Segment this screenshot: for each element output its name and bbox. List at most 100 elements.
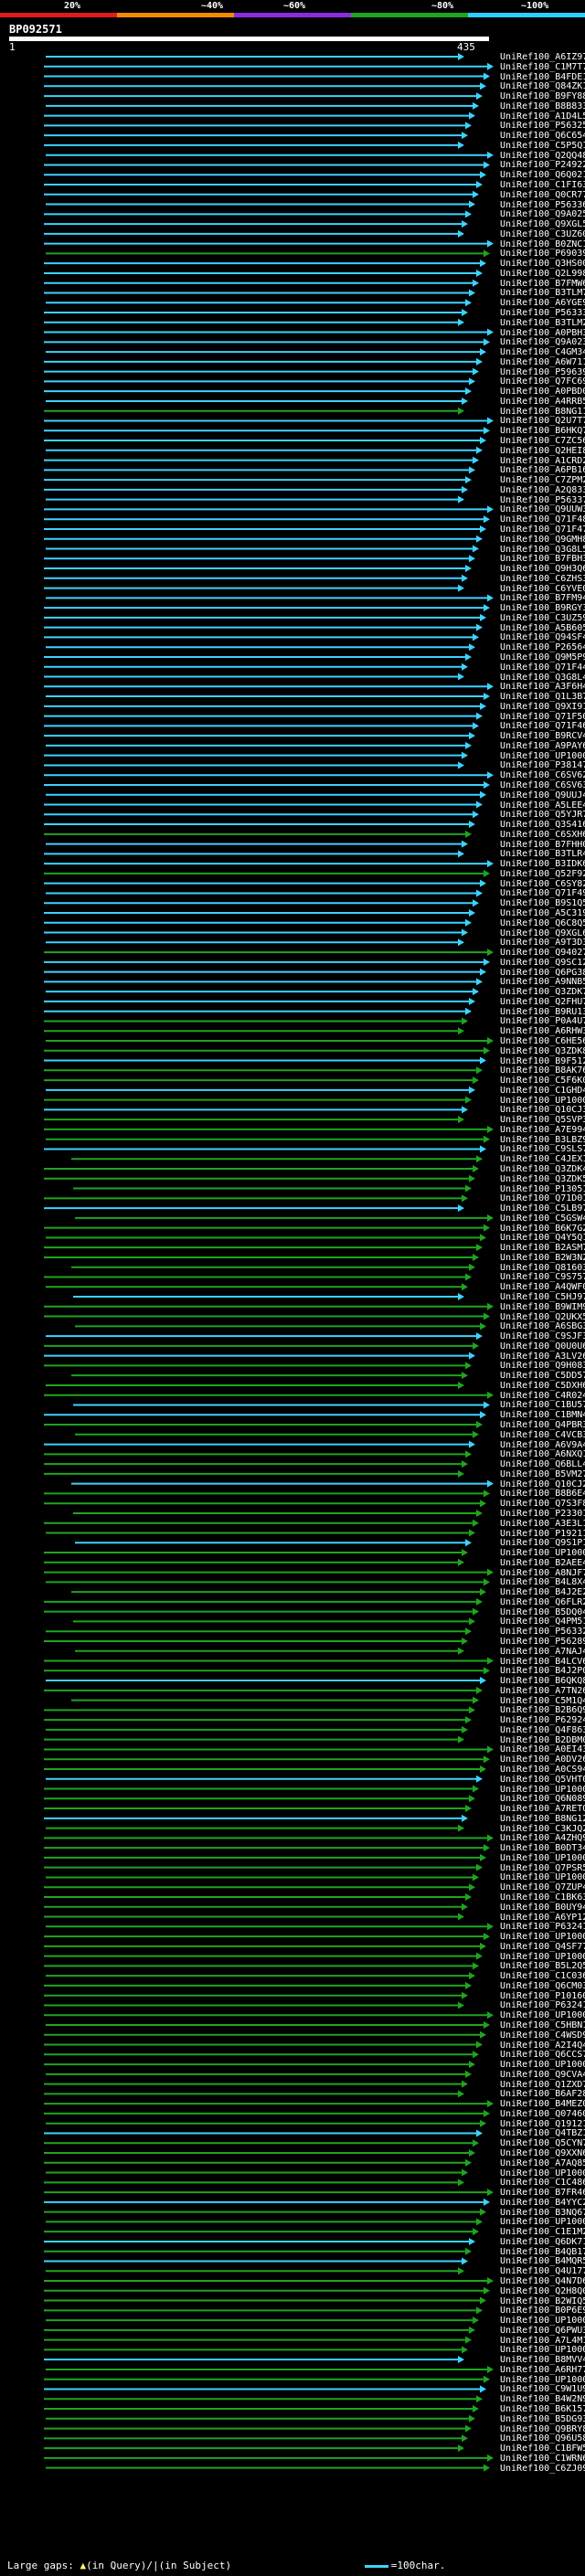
hit-label[interactable]: UniRef100_Q3G8L4	[500, 672, 585, 683]
hit-label[interactable]: UniRef100_UP1000...	[500, 1095, 585, 1106]
hit-label[interactable]: UniRef100_B4J2E2	[500, 1587, 585, 1598]
hit-label[interactable]: UniRef100_Q5CYN7	[500, 2138, 585, 2149]
hit-label[interactable]: UniRef100_B8B6E4	[500, 1489, 585, 1500]
hit-label[interactable]: UniRef100_B2B6Q9	[500, 1705, 585, 1716]
hit-label[interactable]: UniRef100_P56336	[500, 199, 585, 210]
hit-label[interactable]: UniRef100_A2I4Q4	[500, 2040, 585, 2051]
hit-label[interactable]: UniRef100_UP1000...	[500, 2168, 585, 2178]
hit-label[interactable]: UniRef100_B2ASM7	[500, 1243, 585, 1254]
hit-label[interactable]: UniRef100_Q0U0U6	[500, 1341, 585, 1352]
hit-label[interactable]: UniRef100_B7FM94	[500, 593, 585, 604]
hit-label[interactable]: UniRef100_P24922	[500, 160, 585, 171]
hit-label[interactable]: UniRef100_P69039	[500, 249, 585, 260]
hit-label[interactable]: UniRef100_A9T3D3	[500, 938, 585, 949]
hit-label[interactable]: UniRef100_Q5YJR7	[500, 810, 585, 821]
hit-label[interactable]: UniRef100_P56337	[500, 494, 585, 505]
hit-label[interactable]: UniRef100_UP1000...	[500, 1548, 585, 1559]
hit-label[interactable]: UniRef100_C4R024	[500, 1390, 585, 1401]
hit-label[interactable]: UniRef100_Q6C8Q5	[500, 917, 585, 928]
hit-label[interactable]: UniRef100_C7ZPM2	[500, 475, 585, 486]
hit-label[interactable]: UniRef100_P13051	[500, 1183, 585, 1194]
hit-label[interactable]: UniRef100_C5HBN1	[500, 2020, 585, 2030]
hit-label[interactable]: UniRef100_Q0CR77	[500, 189, 585, 200]
hit-label[interactable]: UniRef100_P63241	[500, 1922, 585, 1933]
hit-label[interactable]: UniRef100_Q2QQ48	[500, 150, 585, 161]
hit-label[interactable]: UniRef100_B4MQR5	[500, 2256, 585, 2267]
hit-label[interactable]: UniRef100_C1E1M2	[500, 2227, 585, 2238]
hit-label[interactable]: UniRef100_A0PBD0	[500, 387, 585, 398]
hit-label[interactable]: UniRef100_B9RCV4	[500, 731, 585, 742]
hit-label[interactable]: UniRef100_Q9XGL5	[500, 219, 585, 230]
hit-label[interactable]: UniRef100_A1D4L5	[500, 111, 585, 122]
hit-label[interactable]: UniRef100_Q2UKX5	[500, 1311, 585, 1322]
hit-label[interactable]: UniRef100_B6K157	[500, 2404, 585, 2415]
hit-label[interactable]: UniRef100_Q7FC69	[500, 376, 585, 387]
hit-label[interactable]: UniRef100_A1CRD2	[500, 455, 585, 466]
hit-label[interactable]: UniRef100_Q6PG38	[500, 967, 585, 978]
hit-label[interactable]: UniRef100_B0ZNC1	[500, 239, 585, 249]
hit-label[interactable]: UniRef100_UP1000...	[500, 1852, 585, 1863]
hit-label[interactable]: UniRef100_Q9GMH8	[500, 534, 585, 545]
hit-label[interactable]: UniRef100_A5C319	[500, 907, 585, 918]
hit-label[interactable]: UniRef100_C6ZHS3	[500, 573, 585, 584]
hit-label[interactable]: UniRef100_UP1000...	[500, 750, 585, 761]
hit-label[interactable]: UniRef100_Q9XI91	[500, 701, 585, 712]
hit-label[interactable]: UniRef100_B8AK76	[500, 1065, 585, 1076]
hit-label[interactable]: UniRef100_P63241-2	[500, 2000, 585, 2011]
hit-label[interactable]: UniRef100_Q3ZDK7	[500, 987, 585, 998]
hit-label[interactable]: UniRef100_Q9UUJ4	[500, 790, 585, 800]
hit-label[interactable]: UniRef100_B0DT34	[500, 1843, 585, 1854]
hit-label[interactable]: UniRef100_C3UZ60	[500, 228, 585, 239]
hit-label[interactable]: UniRef100_Q6N089	[500, 1794, 585, 1805]
hit-label[interactable]: UniRef100_UP1000...	[500, 1872, 585, 1883]
hit-label[interactable]: UniRef100_Q4PM51	[500, 1617, 585, 1627]
hit-label[interactable]: UniRef100_Q19121	[500, 2118, 585, 2129]
hit-label[interactable]: UniRef100_C5GSW4	[500, 1213, 585, 1224]
hit-label[interactable]: UniRef100_Q6DK71	[500, 2236, 585, 2247]
hit-label[interactable]: UniRef100_A7L4M1	[500, 2335, 585, 2346]
hit-label[interactable]: UniRef100_C9SJF3	[500, 1331, 585, 1342]
hit-label[interactable]: UniRef100_Q71F48	[500, 514, 585, 525]
hit-label[interactable]: UniRef100_Q71D01	[500, 1193, 585, 1204]
hit-label[interactable]: UniRef100_C6ZJ09	[500, 2463, 585, 2474]
hit-label[interactable]: UniRef100_Q2L998	[500, 268, 585, 279]
hit-label[interactable]: UniRef100_Q10CJ2	[500, 1479, 585, 1489]
hit-label[interactable]: UniRef100_A6SBG3	[500, 1321, 585, 1332]
hit-label[interactable]: UniRef100_Q4Y5Q1	[500, 1233, 585, 1244]
hit-label[interactable]: UniRef100_C6SV63	[500, 779, 585, 790]
hit-label[interactable]: UniRef100_B4QB17	[500, 2246, 585, 2257]
hit-label[interactable]: UniRef100_A3F6H4	[500, 682, 585, 693]
hit-label[interactable]: UniRef100_Q3HS00	[500, 259, 585, 270]
hit-label[interactable]: UniRef100_B4FDE1	[500, 71, 585, 82]
hit-label[interactable]: UniRef100_Q6BLL4	[500, 1459, 585, 1470]
hit-label[interactable]: UniRef100_C3KJQ2	[500, 1823, 585, 1834]
hit-label[interactable]: UniRef100_B8NG12	[500, 1813, 585, 1824]
hit-label[interactable]: UniRef100_B9RU13	[500, 1006, 585, 1017]
hit-label[interactable]: UniRef100_A5B605	[500, 622, 585, 633]
hit-label[interactable]: UniRef100_Q7ZUP4	[500, 1882, 585, 1893]
hit-label[interactable]: UniRef100_Q2FHU7	[500, 996, 585, 1007]
hit-label[interactable]: UniRef100_Q10CJ3	[500, 1105, 585, 1116]
hit-label[interactable]: UniRef100_Q84ZK1	[500, 81, 585, 92]
hit-label[interactable]: UniRef100_UP1000...	[500, 2345, 585, 2356]
hit-label[interactable]: UniRef100_Q3G8L5	[500, 544, 585, 555]
hit-label[interactable]: UniRef100_B2W3N2	[500, 1252, 585, 1263]
hit-label[interactable]: UniRef100_B7FBH3	[500, 554, 585, 565]
hit-label[interactable]: UniRef100_B8B833	[500, 101, 585, 111]
hit-label[interactable]: UniRef100_C1C486	[500, 2178, 585, 2189]
hit-label[interactable]: UniRef100_A6IZ97	[500, 52, 585, 62]
hit-label[interactable]: UniRef100_A6V9A4	[500, 1439, 585, 1450]
hit-label[interactable]: UniRef100_B3TLM2	[500, 317, 585, 328]
hit-label[interactable]: UniRef100_B3TLR4	[500, 849, 585, 860]
hit-label[interactable]: UniRef100_Q6Q021	[500, 170, 585, 181]
hit-label[interactable]: UniRef100_Q9H3Q6	[500, 564, 585, 575]
hit-label[interactable]: UniRef100_A4ZHQ9	[500, 1833, 585, 1844]
hit-label[interactable]: UniRef100_Q2U7T7	[500, 416, 585, 427]
hit-label[interactable]: UniRef100_Q1ZXD7	[500, 2079, 585, 2090]
hit-label[interactable]: UniRef100_C4GM34	[500, 347, 585, 358]
hit-label[interactable]: UniRef100_C6SV62	[500, 770, 585, 781]
hit-label[interactable]: UniRef100_Q96U58	[500, 2433, 585, 2444]
hit-label[interactable]: UniRef100_Q9M5P9	[500, 652, 585, 663]
hit-label[interactable]: UniRef100_P38147	[500, 760, 585, 771]
hit-label[interactable]: UniRef100_B9WIM9	[500, 1301, 585, 1312]
